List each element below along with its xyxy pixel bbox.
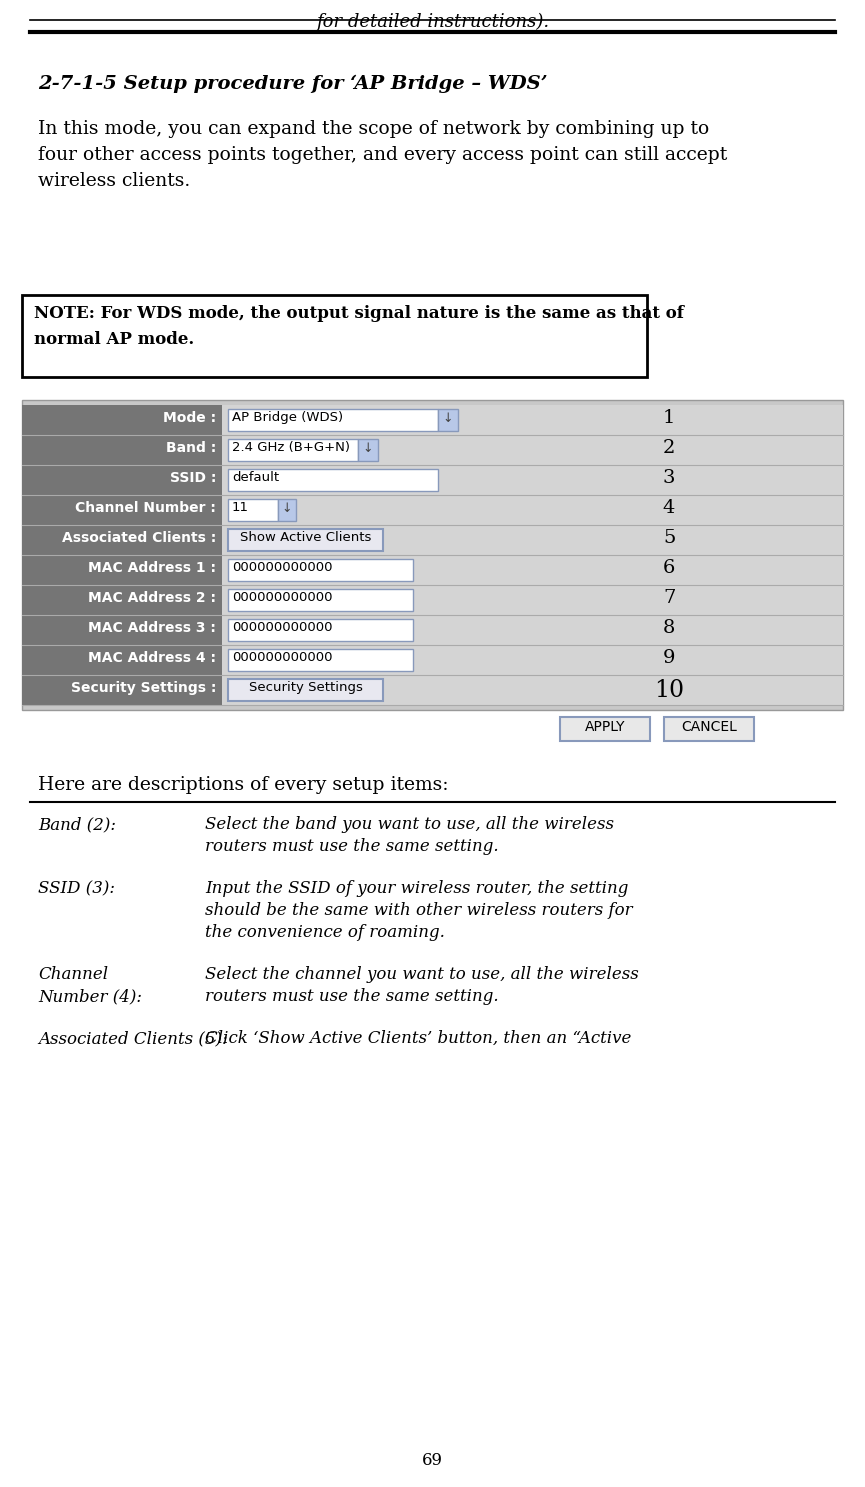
Text: 6: 6 <box>663 559 676 577</box>
Text: Here are descriptions of every setup items:: Here are descriptions of every setup ite… <box>38 776 448 794</box>
Text: 000000000000: 000000000000 <box>232 622 332 633</box>
Text: four other access points together, and every access point can still accept: four other access points together, and e… <box>38 146 727 164</box>
Text: Input the SSID of your wireless router, the setting: Input the SSID of your wireless router, … <box>205 880 628 897</box>
Bar <box>228 619 413 641</box>
Text: SSID :: SSID : <box>170 471 216 485</box>
Bar <box>222 436 843 465</box>
Bar <box>228 529 383 552</box>
Bar <box>22 555 222 584</box>
Text: Show Active Clients: Show Active Clients <box>240 531 371 544</box>
Bar <box>222 584 843 616</box>
Text: Associated Clients (5):: Associated Clients (5): <box>38 1030 227 1047</box>
Text: ↓: ↓ <box>443 412 453 425</box>
Bar <box>222 675 843 705</box>
Bar <box>228 680 383 700</box>
Bar <box>22 400 843 709</box>
Text: for detailed instructions).: for detailed instructions). <box>316 13 549 31</box>
Bar <box>228 468 438 491</box>
Bar <box>438 409 458 431</box>
Text: In this mode, you can expand the scope of network by combining up to: In this mode, you can expand the scope o… <box>38 120 709 138</box>
Text: Band :: Band : <box>166 442 216 455</box>
Bar <box>228 559 413 581</box>
Text: MAC Address 4 :: MAC Address 4 : <box>88 651 216 665</box>
Bar <box>22 294 647 378</box>
Bar <box>228 648 413 671</box>
Text: Channel Number :: Channel Number : <box>75 501 216 515</box>
Bar <box>22 525 222 555</box>
Text: Click ‘Show Active Clients’ button, then an “Active: Click ‘Show Active Clients’ button, then… <box>205 1030 631 1047</box>
Bar <box>222 616 843 645</box>
Text: 11: 11 <box>232 501 249 515</box>
Text: Associated Clients :: Associated Clients : <box>61 531 216 546</box>
Text: MAC Address 2 :: MAC Address 2 : <box>88 590 216 605</box>
Bar <box>358 439 378 461</box>
Text: MAC Address 3 :: MAC Address 3 : <box>88 622 216 635</box>
Text: routers must use the same setting.: routers must use the same setting. <box>205 839 498 855</box>
Text: 1: 1 <box>663 409 676 427</box>
Bar <box>228 589 413 611</box>
Text: NOTE: For WDS mode, the output signal nature is the same as that of: NOTE: For WDS mode, the output signal na… <box>34 305 684 323</box>
Text: 2-7-1-5 Setup procedure for ‘AP Bridge – WDS’: 2-7-1-5 Setup procedure for ‘AP Bridge –… <box>38 74 548 94</box>
Text: CANCEL: CANCEL <box>681 720 737 735</box>
Text: 5: 5 <box>663 529 676 547</box>
Bar <box>22 436 222 465</box>
Text: Mode :: Mode : <box>163 410 216 425</box>
Text: 3: 3 <box>663 468 676 488</box>
Text: 000000000000: 000000000000 <box>232 561 332 574</box>
Bar <box>22 616 222 645</box>
Text: should be the same with other wireless routers for: should be the same with other wireless r… <box>205 903 632 919</box>
Text: 000000000000: 000000000000 <box>232 651 332 665</box>
Text: Band (2):: Band (2): <box>38 816 116 833</box>
Text: Channel: Channel <box>38 967 108 983</box>
Text: default: default <box>232 471 279 483</box>
Text: 4: 4 <box>663 500 676 517</box>
Text: Security Settings: Security Settings <box>248 681 362 694</box>
Bar <box>22 404 222 436</box>
Bar <box>228 439 358 461</box>
Text: the convenience of roaming.: the convenience of roaming. <box>205 923 445 941</box>
Bar <box>222 404 843 436</box>
Text: Number (4):: Number (4): <box>38 987 142 1005</box>
Bar <box>22 584 222 616</box>
Bar <box>22 465 222 495</box>
Text: Select the band you want to use, all the wireless: Select the band you want to use, all the… <box>205 816 614 833</box>
Bar <box>22 645 222 675</box>
Text: AP Bridge (WDS): AP Bridge (WDS) <box>232 410 343 424</box>
Text: ↓: ↓ <box>362 442 374 455</box>
Bar <box>222 465 843 495</box>
Bar <box>228 409 438 431</box>
Text: Security Settings :: Security Settings : <box>71 681 216 694</box>
Bar <box>560 717 650 741</box>
Text: ↓: ↓ <box>282 503 292 515</box>
Text: 000000000000: 000000000000 <box>232 590 332 604</box>
Text: 7: 7 <box>663 589 676 607</box>
Bar <box>222 525 843 555</box>
Text: APPLY: APPLY <box>585 720 625 735</box>
Text: SSID (3):: SSID (3): <box>38 880 115 897</box>
Text: normal AP mode.: normal AP mode. <box>34 332 195 348</box>
Bar <box>222 495 843 525</box>
Text: wireless clients.: wireless clients. <box>38 172 190 190</box>
Bar <box>278 500 296 520</box>
Text: 2: 2 <box>663 439 676 457</box>
Text: 8: 8 <box>663 619 676 636</box>
Bar <box>222 645 843 675</box>
Bar <box>228 500 278 520</box>
Text: routers must use the same setting.: routers must use the same setting. <box>205 987 498 1005</box>
Text: Select the channel you want to use, all the wireless: Select the channel you want to use, all … <box>205 967 638 983</box>
Bar <box>22 675 222 705</box>
Text: 9: 9 <box>663 648 676 668</box>
Text: 69: 69 <box>422 1451 443 1469</box>
Bar <box>22 495 222 525</box>
Text: MAC Address 1 :: MAC Address 1 : <box>88 561 216 575</box>
Text: 2.4 GHz (B+G+N): 2.4 GHz (B+G+N) <box>232 442 350 454</box>
Bar <box>664 717 754 741</box>
Text: 10: 10 <box>654 680 684 702</box>
Bar <box>222 555 843 584</box>
